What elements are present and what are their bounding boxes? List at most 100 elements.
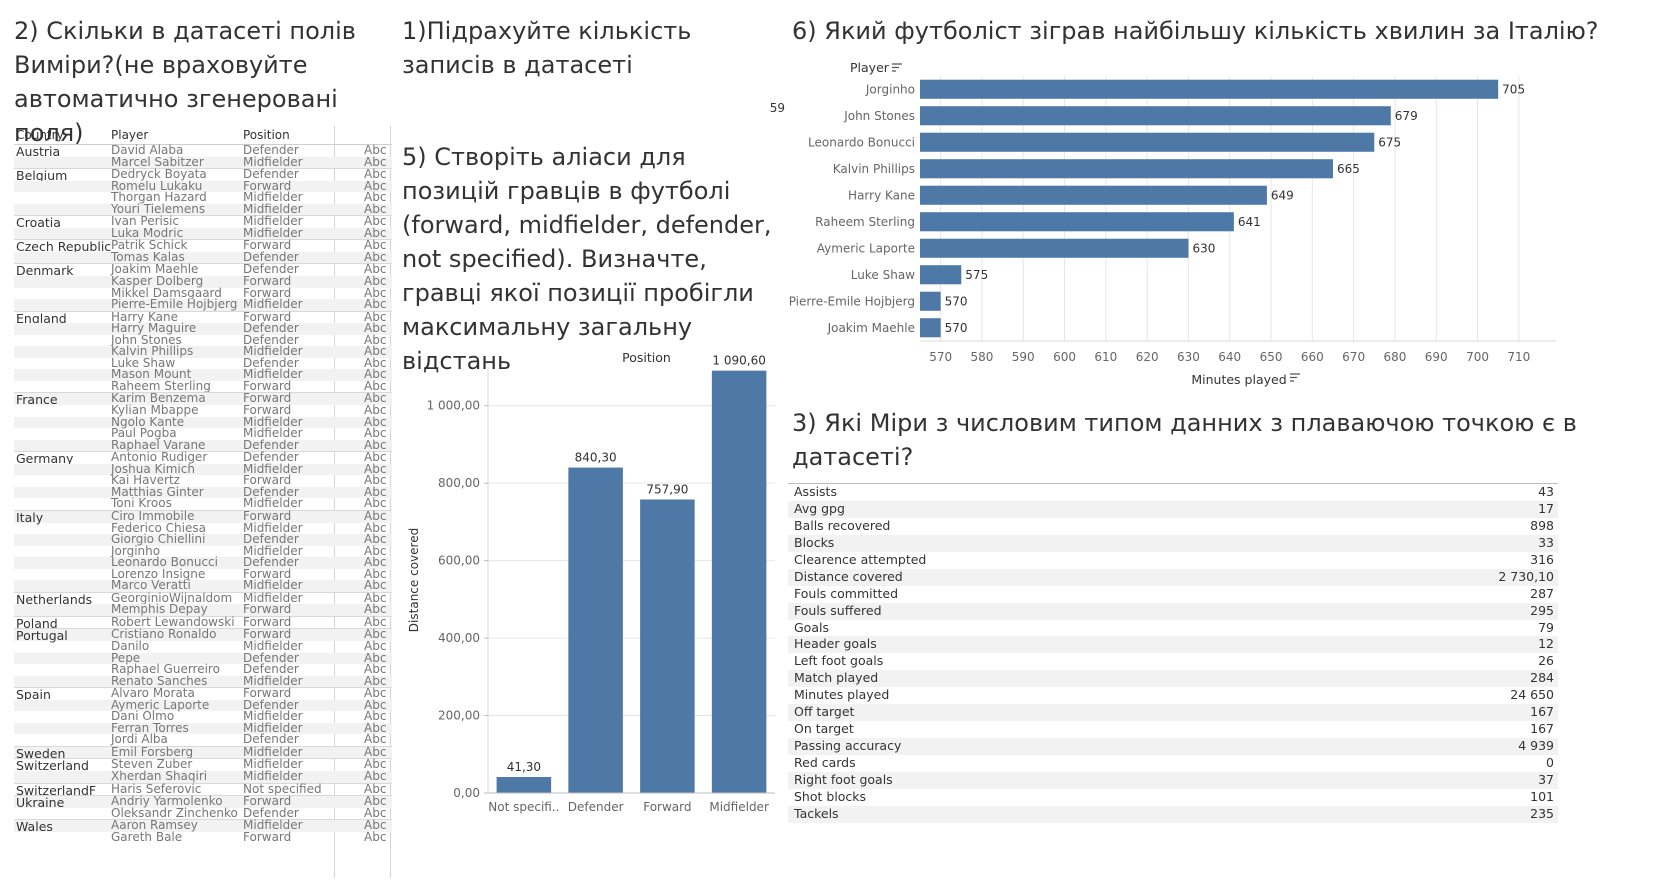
- cell-country: Switzerland: [16, 758, 89, 774]
- measure-row[interactable]: Header goals 12: [788, 636, 1558, 654]
- measure-row[interactable]: Clearence attempted 316: [788, 552, 1558, 569]
- table-row[interactable]: Portugal Cristiano Ronaldo Forward Abc: [14, 628, 392, 642]
- table-row[interactable]: Federico Chiesa Midfielder Abc: [14, 522, 392, 535]
- x-axis-label: Minutes played: [1191, 372, 1286, 387]
- table-row[interactable]: Memphis Depay Forward Abc: [14, 604, 392, 616]
- table-row[interactable]: Croatia Ivan Perisic Midfielder Abc: [14, 215, 392, 229]
- table-row[interactable]: Belgium Dedryck Boyata Defender Abc: [14, 168, 392, 182]
- measure-row[interactable]: Avg gpg 17: [788, 500, 1558, 518]
- table-row[interactable]: Harry Maguire Defender Abc: [14, 322, 392, 335]
- measure-row[interactable]: On target 167: [788, 721, 1558, 738]
- table-row[interactable]: Renato Sanches Midfielder Abc: [14, 675, 392, 688]
- table-row[interactable]: Switzerland Steven Zuber Midfielder Abc: [14, 757, 392, 774]
- y-axis-label: Distance covered: [407, 528, 421, 632]
- table-row[interactable]: England Harry Kane Forward Abc: [14, 310, 392, 324]
- table-row[interactable]: Italy Ciro Immobile Forward Abc: [14, 509, 392, 523]
- table-row[interactable]: Sweden Emil Forsberg Midfielder Abc: [14, 745, 392, 759]
- header-position[interactable]: Position: [243, 128, 290, 142]
- table-row[interactable]: Kasper Dolberg Forward Abc: [14, 275, 392, 288]
- table-row[interactable]: Jorginho Midfielder Abc: [14, 543, 392, 558]
- table-row[interactable]: Pierre-Emile Hojbjerg Midfielder Abc: [14, 297, 392, 312]
- table-row[interactable]: Mason Mount Midfielder Abc: [14, 369, 392, 381]
- table-row[interactable]: Czech Republic Patrik Schick Forward Abc: [14, 239, 392, 253]
- table-row[interactable]: Mikkel Damsgaard Forward Abc: [14, 287, 392, 300]
- measure-row[interactable]: Right foot goals 37: [788, 771, 1558, 789]
- measure-row[interactable]: Left foot goals 26: [788, 653, 1558, 670]
- table-row[interactable]: Austria David Alaba Defender Abc: [14, 144, 392, 157]
- table-row[interactable]: Giorgio Chiellini Defender Abc: [14, 533, 392, 546]
- table-row[interactable]: Marcel Sabitzer Midfielder Abc: [14, 156, 392, 169]
- table-row[interactable]: Aymeric Laporte Defender Abc: [14, 699, 392, 712]
- table-row[interactable]: John Stones Defender Abc: [14, 334, 392, 347]
- table-row[interactable]: Spain Alvaro Morata Forward Abc: [14, 687, 392, 701]
- table-row[interactable]: Joshua Kimich Midfielder Abc: [14, 463, 392, 476]
- table-row[interactable]: Denmark Joakim Maehle Defender Abc: [14, 262, 392, 277]
- table-row[interactable]: Marco Veratti Midfielder Abc: [14, 579, 392, 592]
- table-row[interactable]: Kylian Mbappe Forward Abc: [14, 403, 392, 418]
- measure-value: 235: [1530, 805, 1554, 821]
- table-row[interactable]: Kalvin Phillips Midfielder Abc: [14, 346, 392, 358]
- table-row[interactable]: Raphael Guerreiro Defender Abc: [14, 663, 392, 676]
- table-row[interactable]: Poland Robert Lewandowski Forward Abc: [14, 615, 392, 629]
- table-row[interactable]: Germany Antonio Rudiger Defender Abc: [14, 451, 392, 465]
- table-row[interactable]: Netherlands GeorginioWijnaldom Midfielder A…: [14, 591, 392, 605]
- measure-row[interactable]: Tackels 235: [788, 805, 1558, 823]
- table-row[interactable]: Raphael Varane Defender Abc: [14, 439, 392, 452]
- measure-row[interactable]: Goals 79: [788, 620, 1558, 637]
- header-country[interactable]: Country: [16, 128, 64, 142]
- table-row[interactable]: Xherdan Shaqiri Midfielder Abc: [14, 770, 392, 783]
- x-tick-label: 610: [1094, 350, 1117, 364]
- measure-row[interactable]: Red cards 0: [788, 755, 1558, 772]
- measure-row[interactable]: Passing accuracy 4 939: [788, 738, 1558, 755]
- measure-row[interactable]: Balls recovered 898: [788, 518, 1558, 535]
- cell-position: Forward: [243, 794, 292, 809]
- table-row[interactable]: Matthias Ginter Defender Abc: [14, 486, 392, 499]
- cell-type-icon: Abc: [364, 262, 387, 277]
- measure-row[interactable]: Off target 167: [788, 704, 1558, 722]
- table-row[interactable]: Oleksandr Zinchenko Defender Abc: [14, 807, 392, 820]
- table-row[interactable]: Luka Modric Midfielder Abc: [14, 227, 392, 240]
- table-row[interactable]: Toni Kroos Midfielder Abc: [14, 498, 392, 510]
- table-row[interactable]: Luke Shaw Defender Abc: [14, 357, 392, 370]
- cell-player: Steven Zuber: [111, 757, 193, 772]
- table-row[interactable]: Kai Havertz Forward Abc: [14, 475, 392, 487]
- table-row[interactable]: Tomas Kalas Defender Abc: [14, 251, 392, 264]
- table-row[interactable]: France Karim Benzema Forward Abc: [14, 392, 392, 406]
- chart-title-player: Player: [850, 60, 890, 75]
- table-row[interactable]: Paul Pogba Midfielder Abc: [14, 427, 392, 440]
- cell-position: Forward: [243, 378, 292, 393]
- table-row[interactable]: Gareth Bale Forward Abc: [14, 831, 392, 844]
- measure-row[interactable]: Fouls committed 287: [788, 586, 1558, 603]
- measure-value: 79: [1538, 619, 1554, 635]
- table-row[interactable]: Jordi Alba Defender Abc: [14, 734, 392, 746]
- table-row[interactable]: Lorenzo Insigne Forward Abc: [14, 568, 392, 581]
- bar-midfielder: [711, 370, 767, 793]
- measure-row[interactable]: Match played 284: [788, 670, 1558, 688]
- table-row[interactable]: Youri Tielemens Midfielder Abc: [14, 203, 392, 216]
- cell-player: Jorginho: [111, 543, 161, 558]
- table-row[interactable]: Romelu Lukaku Forward Abc: [14, 180, 392, 193]
- table-row[interactable]: Ukraine Andriy Yarmolenko Forward Abc: [14, 794, 392, 809]
- table-row[interactable]: Pepe Defender Abc: [14, 652, 392, 665]
- measure-row[interactable]: Shot blocks 101: [788, 789, 1558, 806]
- table-row[interactable]: Danilo Midfielder Abc: [14, 640, 392, 653]
- measure-row[interactable]: Minutes played 24 650: [788, 687, 1558, 704]
- cell-position: Midfielder: [243, 297, 303, 312]
- table-row[interactable]: Wales Aaron Ramsey Midfielder Abc: [14, 819, 392, 833]
- measure-row[interactable]: Blocks 33: [788, 534, 1558, 552]
- measure-row[interactable]: Fouls suffered 295: [788, 602, 1558, 620]
- measure-row[interactable]: Assists 43: [788, 484, 1558, 501]
- table-row[interactable]: Ngolo Kante Midfielder Abc: [14, 414, 392, 429]
- cell-player: Ngolo Kante: [111, 414, 185, 429]
- cell-player: Kylian Mbappe: [111, 403, 199, 418]
- table-row[interactable]: Ferran Torres Midfielder Abc: [14, 722, 392, 735]
- header-player[interactable]: Player: [111, 128, 149, 142]
- measure-row[interactable]: Distance covered 2 730,10: [788, 568, 1558, 586]
- table-row[interactable]: Raheem Sterling Forward Abc: [14, 378, 392, 393]
- cell-position: Midfielder: [243, 496, 303, 511]
- table-row[interactable]: Leonardo Bonucci Defender Abc: [14, 556, 392, 569]
- measure-name: Left foot goals: [794, 653, 884, 669]
- table-row[interactable]: SwitzerlandF Haris Seferovic Not specified…: [14, 782, 392, 796]
- table-row[interactable]: Thorgan Hazard Midfielder Abc: [14, 191, 392, 204]
- table-row[interactable]: Dani Olmo Midfielder Abc: [14, 710, 392, 723]
